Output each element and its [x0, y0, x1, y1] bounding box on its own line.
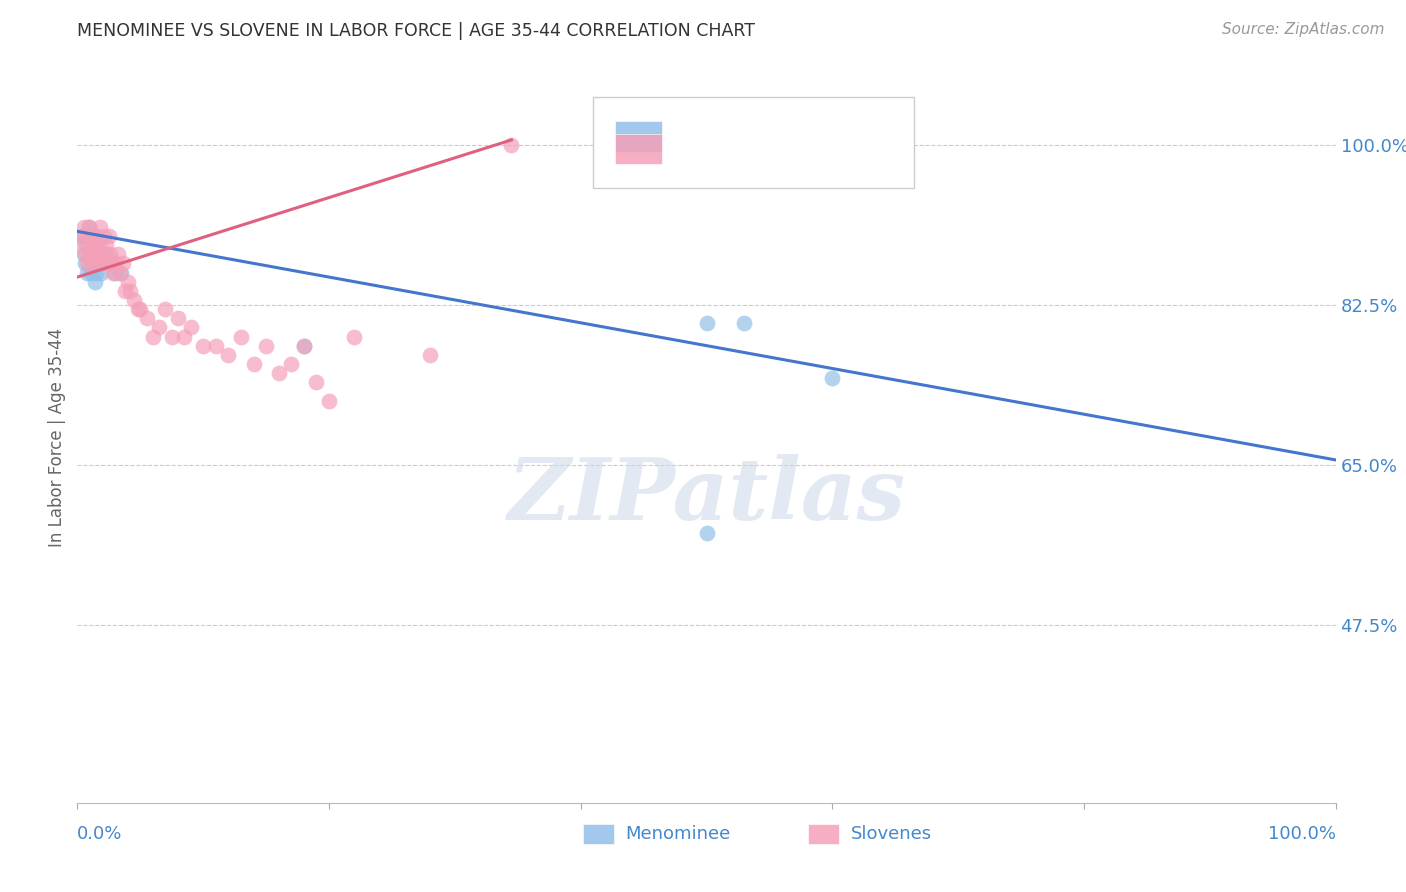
- Point: [254, 339, 277, 353]
- Point: [89, 219, 111, 234]
- FancyBboxPatch shape: [614, 134, 662, 164]
- Point: [148, 320, 170, 334]
- Point: [84, 266, 107, 280]
- Text: Menominee: Menominee: [626, 825, 731, 843]
- Point: [72, 247, 94, 261]
- Point: [73, 247, 96, 261]
- Point: [267, 366, 290, 380]
- Point: [242, 357, 264, 371]
- Point: [229, 329, 252, 343]
- Point: [90, 266, 112, 280]
- Point: [77, 228, 100, 243]
- Point: [292, 339, 315, 353]
- Point: [84, 247, 107, 261]
- Point: [72, 228, 94, 243]
- Point: [86, 256, 108, 270]
- Point: [91, 256, 114, 270]
- Point: [104, 266, 127, 280]
- Point: [122, 293, 145, 307]
- Point: [97, 256, 120, 270]
- Point: [90, 247, 112, 261]
- Point: [110, 266, 132, 280]
- Point: [77, 219, 100, 234]
- Point: [97, 228, 120, 243]
- Point: [733, 316, 755, 330]
- Point: [821, 370, 844, 384]
- Point: [84, 228, 107, 243]
- Point: [191, 339, 215, 353]
- Point: [127, 302, 149, 317]
- Point: [204, 339, 226, 353]
- Point: [87, 238, 110, 252]
- Point: [117, 275, 139, 289]
- Point: [135, 311, 157, 326]
- Point: [100, 256, 122, 270]
- Point: [96, 238, 118, 252]
- Text: Slovenes: Slovenes: [851, 825, 932, 843]
- Point: [217, 348, 239, 362]
- Point: [80, 238, 103, 252]
- Point: [107, 247, 129, 261]
- Point: [89, 256, 111, 270]
- Point: [83, 228, 105, 243]
- Point: [94, 247, 117, 261]
- Point: [160, 329, 183, 343]
- Point: [129, 302, 152, 317]
- Point: [318, 393, 340, 408]
- Point: [280, 357, 302, 371]
- Point: [108, 266, 131, 280]
- Point: [343, 329, 366, 343]
- Text: 100.0%: 100.0%: [1268, 825, 1336, 843]
- Text: 0.0%: 0.0%: [77, 825, 122, 843]
- Text: R =  0.549  N = 61: R = 0.549 N = 61: [678, 140, 858, 158]
- Point: [75, 228, 97, 243]
- Point: [94, 247, 117, 261]
- Point: [173, 329, 195, 343]
- Point: [70, 228, 93, 243]
- Point: [84, 275, 107, 289]
- Point: [82, 256, 104, 270]
- Point: [70, 238, 93, 252]
- Point: [180, 320, 202, 334]
- Point: [79, 247, 101, 261]
- Point: [84, 238, 107, 252]
- Point: [155, 302, 177, 317]
- Point: [80, 266, 103, 280]
- Point: [83, 247, 105, 261]
- Text: MENOMINEE VS SLOVENE IN LABOR FORCE | AGE 35-44 CORRELATION CHART: MENOMINEE VS SLOVENE IN LABOR FORCE | AG…: [77, 22, 755, 40]
- Point: [76, 256, 98, 270]
- Point: [98, 247, 121, 261]
- Text: ZIPatlas: ZIPatlas: [508, 454, 905, 537]
- Point: [419, 348, 441, 362]
- Point: [76, 266, 98, 280]
- Point: [73, 256, 96, 270]
- Point: [91, 256, 114, 270]
- FancyBboxPatch shape: [614, 121, 662, 152]
- Point: [501, 137, 523, 152]
- Point: [96, 256, 118, 270]
- Text: Source: ZipAtlas.com: Source: ZipAtlas.com: [1222, 22, 1385, 37]
- FancyBboxPatch shape: [593, 97, 914, 188]
- Point: [292, 339, 315, 353]
- Point: [111, 256, 134, 270]
- Point: [77, 219, 100, 234]
- Point: [79, 247, 101, 261]
- Point: [114, 284, 136, 298]
- Point: [75, 238, 97, 252]
- Point: [120, 284, 142, 298]
- Point: [82, 256, 104, 270]
- Point: [142, 329, 165, 343]
- Point: [101, 266, 124, 280]
- Point: [83, 247, 105, 261]
- Point: [696, 316, 718, 330]
- Point: [72, 219, 94, 234]
- Point: [104, 256, 127, 270]
- Point: [86, 247, 108, 261]
- Point: [305, 376, 328, 390]
- Point: [167, 311, 190, 326]
- Y-axis label: In Labor Force | Age 35-44: In Labor Force | Age 35-44: [48, 327, 66, 547]
- Point: [93, 228, 115, 243]
- Text: R = -0.434  N = 25: R = -0.434 N = 25: [678, 128, 858, 145]
- Point: [696, 526, 718, 541]
